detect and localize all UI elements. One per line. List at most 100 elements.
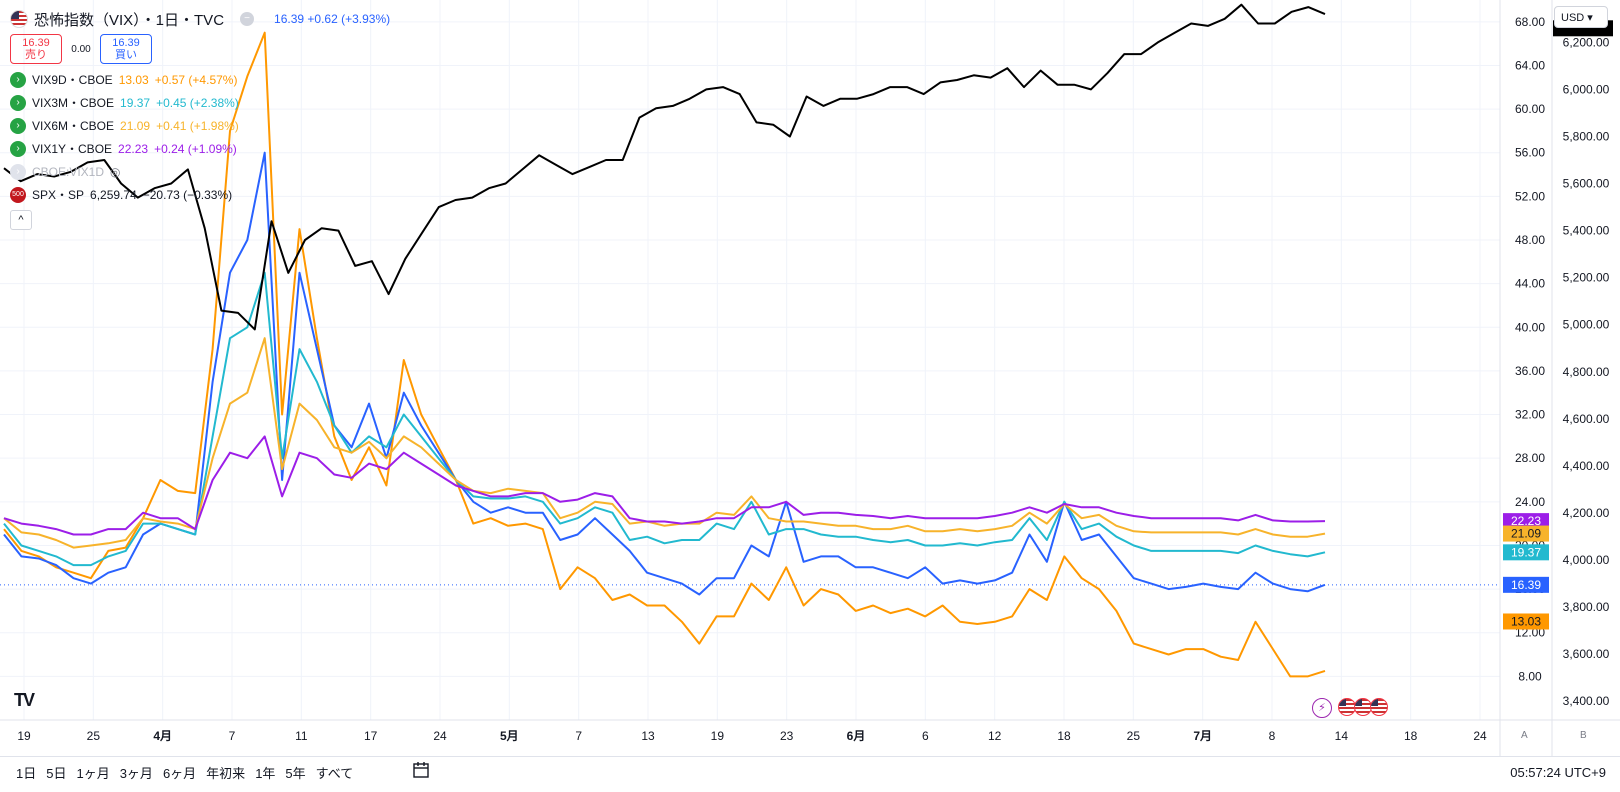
right-axis-tick-label: 4,400.00 — [1563, 459, 1610, 473]
economic-events[interactable] — [1338, 698, 1388, 716]
x-axis-tick-label: 24 — [1473, 729, 1487, 743]
right-axis-tick-label: 6,000.00 — [1563, 82, 1610, 96]
x-axis-tick-label: 25 — [1127, 729, 1141, 743]
calendar-goto-icon[interactable] — [412, 761, 430, 779]
left-axis-tick-label: 32.00 — [1515, 408, 1545, 422]
range-button[interactable]: 1ヶ月 — [76, 766, 110, 781]
legend-row[interactable]: › VIX9D・CBOE 13.03 +0.57 (+4.57%) — [10, 68, 390, 91]
right-axis-tick-label: 3,400.00 — [1563, 694, 1610, 708]
x-axis-tick-label: 13 — [641, 729, 655, 743]
range-button[interactable]: 1年 — [255, 766, 276, 781]
right-axis-tick-label: 5,800.00 — [1563, 129, 1610, 143]
right-axis-tick-label: 6,200.00 — [1563, 35, 1610, 49]
range-button[interactable]: すべて — [315, 766, 354, 781]
x-axis-tick-label: 19 — [711, 729, 725, 743]
left-axis-tick-label: 60.00 — [1515, 102, 1545, 116]
range-button[interactable]: 年初来 — [206, 766, 246, 781]
price-label-box — [1503, 576, 1549, 593]
symbol-title-row: 恐怖指数（VIX）・1日・TVC − 16.39 +0.62 (+3.93%) — [10, 8, 390, 30]
x-axis-tick-label: 18 — [1404, 729, 1418, 743]
symbol-title[interactable]: 恐怖指数（VIX）・1日・TVC — [34, 11, 225, 29]
series-expand-icon[interactable]: › — [10, 94, 26, 111]
log-scale-button[interactable]: B — [1580, 730, 1587, 741]
price-label-box — [1503, 544, 1549, 561]
left-axis-tick-label: 52.00 — [1515, 189, 1545, 203]
x-axis-tick-label: 5月 — [500, 729, 519, 743]
left-axis-tick-label: 28.00 — [1515, 451, 1545, 465]
range-selector: 1日 5日 1ヶ月 3ヶ月 6ヶ月 年初来 1年 5年 すべて — [16, 763, 353, 782]
right-axis-tick-label: 4,800.00 — [1563, 365, 1610, 379]
right-axis-tick-label: 5,000.00 — [1563, 318, 1610, 332]
legend-series-name: VIX1Y・CBOE — [32, 142, 113, 156]
x-axis-tick-label: 17 — [364, 729, 378, 743]
series-expand-icon[interactable]: › — [10, 117, 26, 134]
legend-series-value: 21.09 — [120, 118, 151, 133]
range-button[interactable]: 1日 — [16, 766, 37, 781]
legend-row[interactable]: 500 SPX・SP 6,259.74 −20.73 (−0.33%) — [10, 183, 390, 206]
x-axis-tick-label: 18 — [1057, 729, 1071, 743]
x-axis-tick-label: 7 — [229, 729, 236, 743]
currency-select[interactable]: USD ▾ — [1554, 6, 1608, 28]
left-axis-tick-label: 68.00 — [1515, 15, 1545, 29]
collapse-legend-button[interactable]: ^ — [10, 210, 32, 230]
auto-scale-button[interactable]: A — [1521, 730, 1528, 741]
left-axis-tick-label: 48.00 — [1515, 233, 1545, 247]
legend-series-change: +0.45 (+2.38%) — [156, 95, 239, 110]
price-label: 19.37 — [1511, 545, 1541, 559]
sell-button[interactable]: 16.39 売り — [10, 34, 62, 64]
x-axis-tick-label: 19 — [17, 729, 31, 743]
x-axis-tick-label: 4月 — [153, 729, 172, 743]
legend-series-name: VIX9D・CBOE — [32, 73, 113, 87]
price-label: 16.39 — [1511, 578, 1541, 592]
legend-series-name: CBOE:VIX1D — [32, 164, 105, 179]
buy-button[interactable]: 16.39 買い — [100, 34, 152, 64]
right-axis-tick-label: 4,600.00 — [1563, 412, 1610, 426]
left-axis-tick-label: 8.00 — [1518, 669, 1542, 683]
series-line-vix — [3, 151, 1326, 596]
range-button[interactable]: 5年 — [285, 766, 306, 781]
chart-canvas[interactable]: 68.0064.0060.0056.0052.0048.0044.0040.00… — [0, 0, 1620, 756]
x-axis-tick-label: 11 — [295, 729, 308, 743]
spread-value: 0.00 — [71, 43, 91, 55]
legend-row[interactable]: › CBOE:VIX1D ◎ — [10, 160, 390, 183]
range-button[interactable]: 3ヶ月 — [119, 766, 153, 781]
main-price: 16.39 +0.62 (+3.93%) — [274, 12, 391, 26]
legend-row[interactable]: › VIX1Y・CBOE 22.23 +0.24 (+1.09%) — [10, 137, 390, 160]
x-axis-tick-label: 25 — [87, 729, 101, 743]
series-expand-icon[interactable]: › — [10, 71, 26, 88]
price-label-box — [1503, 613, 1549, 630]
series-line-spx — [3, 3, 1326, 331]
right-axis-tick-label: 4,200.00 — [1563, 506, 1610, 520]
series-expand-icon[interactable]: › — [10, 140, 26, 157]
legend-row[interactable]: › VIX6M・CBOE 21.09 +0.41 (+1.98%) — [10, 114, 390, 137]
chart-legend: 恐怖指数（VIX）・1日・TVC − 16.39 +0.62 (+3.93%) … — [10, 8, 390, 230]
lightning-icon[interactable]: ⚡ — [1312, 698, 1332, 718]
range-button[interactable]: 6ヶ月 — [162, 766, 197, 781]
spx-badge-icon[interactable]: 500 — [10, 186, 26, 203]
series-line-vix6m — [3, 337, 1326, 549]
us-flag-icon[interactable] — [1370, 698, 1388, 716]
market-status-icon[interactable]: − — [240, 12, 255, 26]
right-axis-tick-label: 4,000.00 — [1563, 553, 1610, 567]
series-expand-icon[interactable]: › — [10, 163, 26, 180]
left-axis-tick-label: 24.00 — [1515, 495, 1545, 509]
left-axis-tick-label: 44.00 — [1515, 277, 1545, 291]
legend-series-value: 13.03 — [118, 72, 149, 87]
right-axis-tick-label: 5,200.00 — [1563, 271, 1610, 285]
series-line-vix9d — [3, 31, 1326, 678]
hidden-eye-icon[interactable]: ◎ — [110, 164, 121, 179]
left-axis-tick-label: 56.00 — [1515, 146, 1545, 160]
x-axis-tick-label: 14 — [1335, 729, 1349, 743]
x-axis-tick-label: 24 — [433, 729, 447, 743]
left-axis-tick-label: 36.00 — [1515, 364, 1545, 378]
range-button[interactable]: 5日 — [46, 766, 67, 781]
left-axis-tick-label: 64.00 — [1515, 58, 1545, 72]
x-axis-tick-label: 6 — [922, 729, 929, 743]
legend-series-change: +0.24 (+1.09%) — [154, 141, 237, 156]
us-flag-icon — [10, 10, 28, 28]
legend-row[interactable]: › VIX3M・CBOE 19.37 +0.45 (+2.38%) — [10, 91, 390, 114]
x-axis-tick-label: 12 — [988, 729, 1002, 743]
clock-timezone[interactable]: 05:57:24 UTC+9 — [1510, 765, 1606, 780]
tradingview-logo[interactable]: TV — [14, 690, 35, 710]
legend-series-change: +0.57 (+4.57%) — [154, 72, 238, 87]
